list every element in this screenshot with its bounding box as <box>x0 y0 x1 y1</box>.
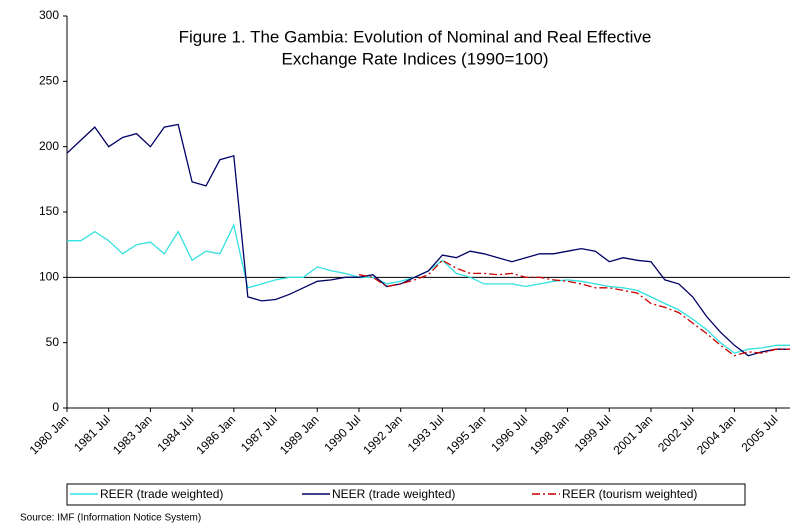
legend-box <box>66 483 746 506</box>
legend-label: REER (tourism weighted) <box>562 487 697 501</box>
x-tick-label: 1983 Jan <box>110 412 155 457</box>
x-tick-label: 1995 Jan <box>444 412 489 457</box>
x-tick-label: 2004 Jan <box>694 412 739 457</box>
x-tick-label: 1993 Jul <box>405 412 447 454</box>
x-tick-label: 1986 Jan <box>193 412 238 457</box>
x-tick-label: 2002 Jul <box>655 412 697 454</box>
x-tick-label: 1998 Jan <box>527 412 572 457</box>
y-tick-label: 200 <box>39 139 59 153</box>
x-tick-label: 1980 Jan <box>27 412 72 457</box>
legend-label: REER (trade weighted) <box>100 487 223 501</box>
legend-label: NEER (trade weighted) <box>332 487 455 501</box>
chart-title: Figure 1. The Gambia: Evolution of Nomin… <box>179 27 652 46</box>
x-tick-label: 1989 Jan <box>277 412 322 457</box>
y-tick-label: 300 <box>39 8 59 22</box>
x-tick-label: 1990 Jul <box>321 412 363 454</box>
x-tick-label: 2001 Jan <box>611 412 656 457</box>
y-tick-label: 150 <box>39 204 59 218</box>
x-tick-label: 1981 Jul <box>71 412 113 454</box>
x-tick-label: 2005 Jul <box>738 412 780 454</box>
series-line <box>358 259 790 357</box>
y-tick-label: 50 <box>46 335 60 349</box>
y-tick-label: 0 <box>52 400 59 414</box>
x-tick-label: 1992 Jan <box>360 412 405 457</box>
source-note: Source: IMF (Information Notice System) <box>20 513 201 524</box>
series-line <box>66 123 790 357</box>
series-line <box>67 223 790 354</box>
x-tick-label: 1999 Jul <box>572 412 614 454</box>
x-tick-label: 1984 Jul <box>155 412 197 454</box>
y-tick-label: 100 <box>39 270 59 284</box>
x-tick-label: 1987 Jul <box>238 412 280 454</box>
chart-title: Exchange Rate Indices (1990=100) <box>282 49 549 68</box>
x-tick-label: 1996 Jul <box>488 412 530 454</box>
y-tick-label: 250 <box>39 74 59 88</box>
